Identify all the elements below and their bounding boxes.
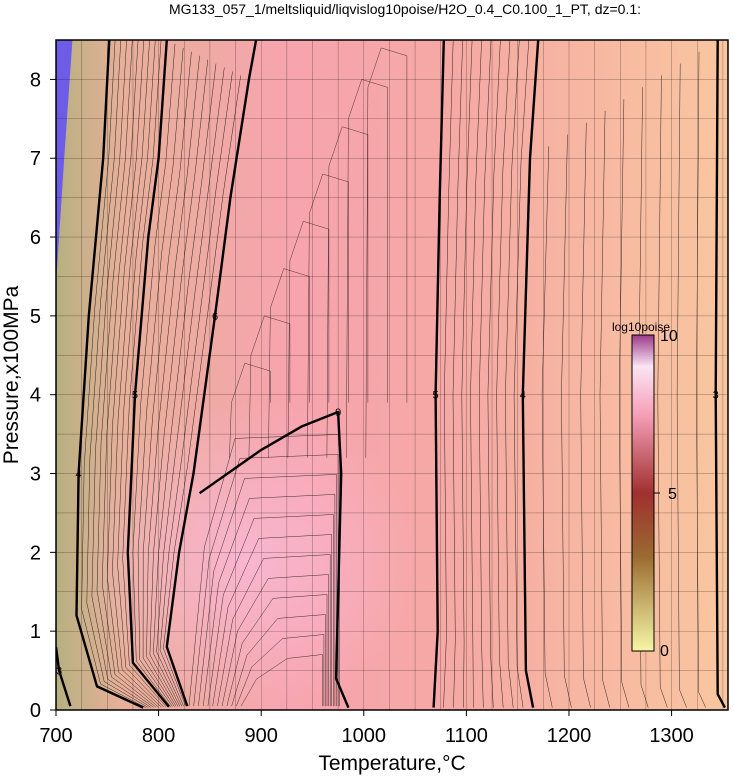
contour-label: 5 [433, 390, 439, 402]
thin-contour [236, 634, 325, 707]
thin-contour [156, 67, 225, 707]
y-tick-label: 8 [30, 69, 41, 91]
contour-level-4 [75, 40, 144, 709]
thin-contour [163, 75, 241, 707]
y-tick-label: 1 [30, 621, 41, 643]
colorbar-label: log10poise [612, 320, 670, 334]
colorbar-tick-5: 5 [668, 486, 677, 503]
contour-label: 6 [212, 311, 218, 323]
thin-contour [202, 494, 336, 707]
thin-contour [231, 614, 326, 707]
contour-label: 9 [335, 407, 341, 419]
x-tick-label: 700 [39, 725, 72, 747]
thin-contour [287, 220, 330, 458]
thin-contour [307, 173, 349, 458]
y-tick-label: 5 [30, 306, 41, 328]
thin-contour [137, 47, 184, 707]
x-axis-label: Temperature,°C [318, 752, 465, 775]
thin-contour [217, 554, 331, 707]
contour-level-3 [714, 40, 726, 709]
x-tick-label: 1200 [547, 725, 592, 747]
x-tick-label: 1100 [445, 725, 488, 747]
thin-contour [159, 71, 233, 707]
y-axis-ticks: 0 1 2 3 4 5 6 7 8 [30, 69, 56, 722]
contour-label: 4 [76, 469, 82, 481]
x-tick-label: 900 [245, 725, 278, 747]
y-tick-label: 4 [30, 385, 41, 407]
contour-level-6 [165, 40, 258, 707]
thin-contour [541, 146, 553, 708]
plot-area: 3 4 5 6 9 5 4 3 [56, 40, 728, 710]
contour-level-3 [56, 646, 72, 707]
y-tick-label: 6 [30, 227, 41, 249]
y-tick-label: 2 [30, 542, 41, 564]
thin-contour [221, 574, 329, 707]
thin-contour [198, 474, 337, 707]
contour-level-5 [126, 40, 170, 708]
x-tick-label: 1000 [342, 725, 387, 747]
y-axis-label: Pressure,x100MPa [0, 285, 23, 464]
thin-contour [146, 55, 200, 707]
thin-contour [207, 514, 334, 707]
thin-contour [132, 43, 176, 707]
thin-contour [599, 110, 611, 708]
x-tick-label: 1300 [649, 725, 694, 747]
glassy-region [56, 40, 73, 285]
chart-title: MG133_057_1/meltsliquid/liqvislog10poise… [169, 1, 641, 17]
y-tick-label: 7 [30, 148, 41, 170]
thin-contour [229, 362, 271, 458]
contour-label: 3 [56, 666, 62, 678]
thin-contour [561, 134, 572, 708]
thin-contour [657, 75, 668, 708]
contour-label: 4 [520, 390, 526, 402]
thin-contour [142, 51, 192, 707]
colorbar: log10poise 0 5 10 [612, 320, 678, 660]
x-axis-ticks: 700 800 900 1000 1100 1200 1300 [39, 710, 694, 747]
thin-contour [618, 99, 630, 708]
x-tick-label: 800 [142, 725, 175, 747]
thin-contour [676, 63, 687, 708]
contour-label: 3 [713, 390, 719, 402]
plot-frame [55, 39, 729, 711]
contour-level-9 [198, 410, 350, 709]
colorbar-tick-0: 0 [660, 643, 669, 660]
contour-level-5 [432, 40, 445, 708]
colorbar-gradient [631, 334, 655, 652]
contour-label: 5 [132, 390, 138, 402]
thin-contour [240, 654, 323, 707]
y-tick-label: 0 [30, 700, 41, 722]
colorbar-tick-10: 10 [660, 328, 678, 345]
thin-contour [365, 47, 408, 458]
thin-contour [268, 268, 310, 458]
thin-contour [226, 594, 328, 707]
thin-contour [696, 51, 706, 708]
bold-contours: 3 4 5 6 9 5 4 3 [56, 40, 726, 709]
thin-contour [326, 126, 369, 458]
contour-level-4 [521, 40, 540, 708]
y-tick-label: 3 [30, 464, 41, 486]
thin-contour [153, 63, 217, 707]
thin-contour [580, 122, 591, 708]
